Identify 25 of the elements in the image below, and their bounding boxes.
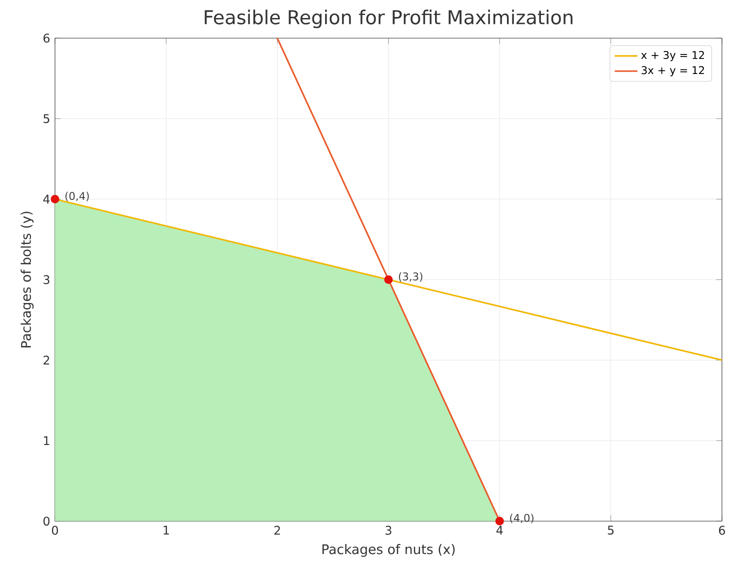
x-tick-label: 4 [496,526,503,535]
point [50,194,60,204]
x-tick-label: 1 [164,526,169,535]
y-tick-label: 2 [44,356,50,365]
legend-label: 3x + y = 12 [642,66,704,76]
annotation: (3,3) [398,272,422,282]
x-tick-label: 0 [52,526,58,535]
x-axis-title: Packages of nuts (x) [322,544,455,557]
chart-title: Feasible Region for Profit Maximization [204,10,572,28]
point [384,275,393,284]
x-tick-label: 3 [386,526,392,535]
x-tick-label: 6 [718,526,726,535]
x-tick-label: 2 [274,526,280,535]
y-tick-label: 1 [44,436,50,445]
y-tick-label: 0 [43,516,50,526]
y-tick-label: 3 [44,275,50,284]
y-tick-label: 4 [43,194,50,204]
annotation: (4,0) [510,514,534,524]
annotation: (0,4) [65,192,89,202]
y-tick-label: 5 [44,114,50,124]
legend-label: x + 3y = 12 [641,50,704,62]
y-tick-label: 6 [44,34,50,43]
x-tick-label: 5 [608,526,614,535]
y-axis-title: Packages of bolts (y) [20,212,34,348]
point [495,516,504,526]
